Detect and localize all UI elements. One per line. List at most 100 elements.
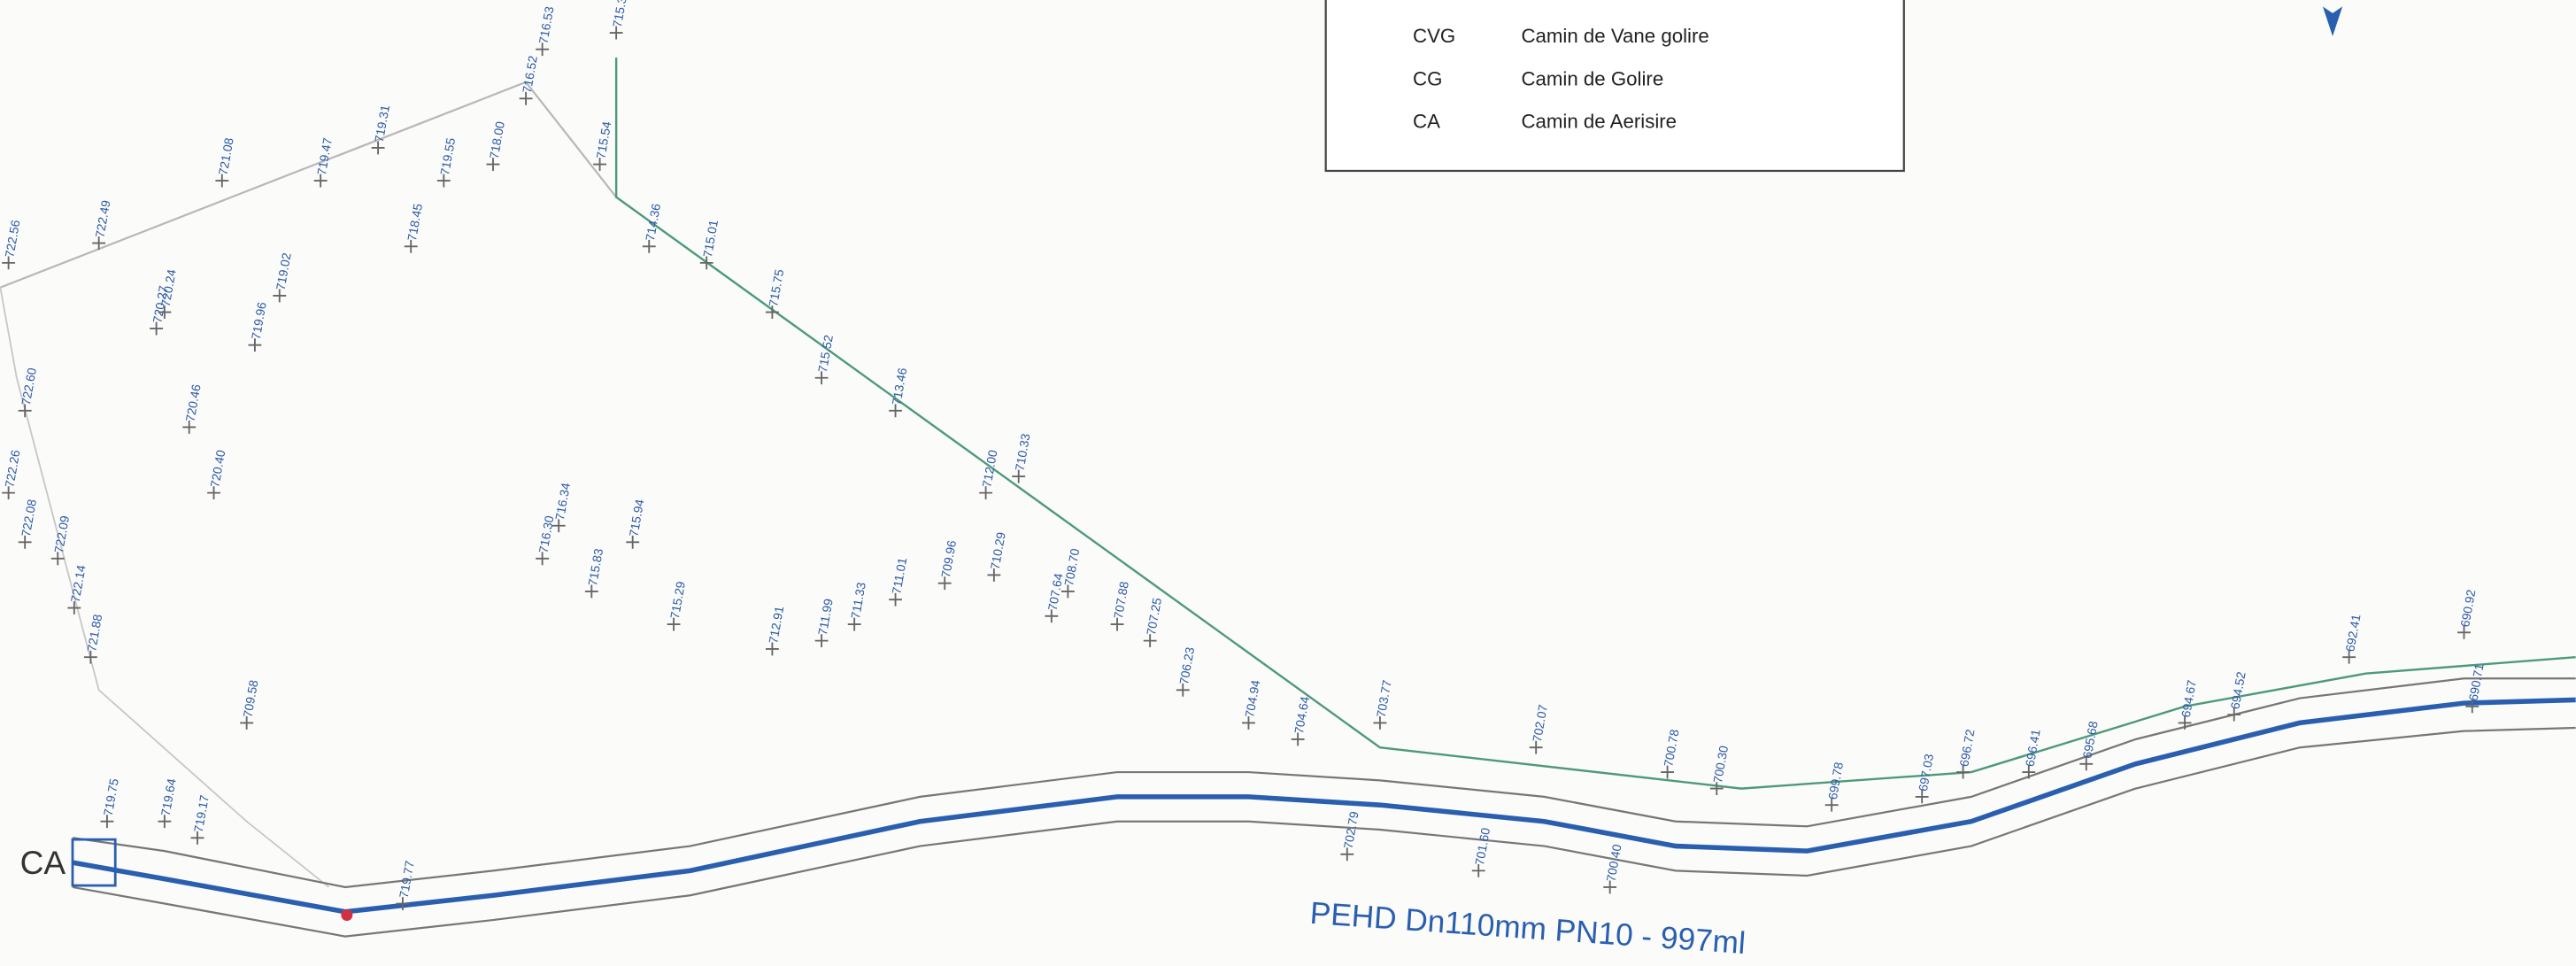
- survey-point: [2079, 757, 2094, 771]
- survey-point: [92, 236, 106, 251]
- survey-point: [404, 239, 418, 253]
- air-chamber: [71, 838, 117, 887]
- boundary: [0, 81, 617, 289]
- boundary: [0, 287, 330, 888]
- survey-point: [207, 486, 220, 500]
- elevation-label: 719.55: [437, 136, 458, 176]
- survey-point: [18, 404, 32, 418]
- survey-point: [2022, 765, 2036, 779]
- elevation-label: 702.79: [1341, 810, 1361, 850]
- survey-point: [987, 568, 1001, 582]
- elevation-label: 722.09: [51, 514, 72, 554]
- elevation-label: 711.99: [815, 598, 836, 637]
- elevation-label: 712.00: [979, 449, 999, 489]
- elevation-label: 715.01: [700, 219, 721, 259]
- ca-label: CA: [20, 844, 66, 881]
- road-limit: [614, 57, 2576, 790]
- elevation-label: 701.60: [1472, 826, 1492, 866]
- elevation-label: 715.54: [593, 120, 613, 160]
- survey-point: [699, 256, 713, 270]
- survey-point: [18, 535, 32, 549]
- water-pipe: [72, 697, 2576, 915]
- survey-point: [215, 174, 229, 188]
- offset-line: [72, 726, 2576, 938]
- survey-point: [2342, 650, 2356, 664]
- elevation-label: 715.75: [766, 268, 786, 308]
- elevation-label: 709.58: [240, 678, 260, 718]
- survey-point: [273, 289, 287, 303]
- survey-point: [1471, 863, 1485, 877]
- survey-point: [50, 552, 65, 566]
- survey-point: [519, 91, 533, 105]
- survey-point: [1143, 634, 1157, 648]
- survey-point: [1956, 765, 1971, 779]
- elevation-label: 720.24: [158, 268, 179, 308]
- survey-point: [609, 26, 623, 40]
- survey-point: [1110, 617, 1124, 631]
- elevation-label: 707.25: [1144, 597, 1164, 637]
- elevation-label: 722.60: [19, 367, 39, 406]
- elevation-label: 710.29: [988, 530, 1008, 570]
- elevation-points: 722.56 722.49 722.60 722.26 722.08 722.09 722.…: [2, 0, 2487, 910]
- elevation-label: 697.03: [1916, 753, 1936, 792]
- elevation-label: 716.30: [536, 514, 556, 554]
- survey-point: [67, 601, 81, 614]
- elevation-label: 709.96: [938, 539, 959, 579]
- survey-point: [1661, 765, 1675, 779]
- survey-point: [436, 174, 451, 188]
- elevation-label: 704.94: [1242, 678, 1262, 718]
- survey-point: [2457, 625, 2471, 639]
- junction: [341, 908, 353, 921]
- survey-point: [1373, 715, 1387, 730]
- survey-point: [814, 371, 829, 385]
- survey-point: [847, 617, 861, 631]
- elevation-label: 707.64: [1045, 572, 1066, 612]
- survey-point: [667, 617, 681, 631]
- survey-point: [1045, 609, 1059, 623]
- survey-point: [1824, 798, 1839, 812]
- legend: CVG Camin de Vane golire CG Camin de Golire…: [1413, 25, 1709, 132]
- elevation-label: 719.17: [191, 793, 212, 833]
- elevation-label: 722.49: [92, 199, 112, 239]
- survey-point: [626, 535, 640, 549]
- elevation-label: 718.00: [487, 120, 507, 160]
- survey-point: [1709, 782, 1724, 796]
- elevation-label: 714.36: [643, 202, 663, 242]
- offset-line: [72, 677, 2576, 889]
- elevation-label: 716.52: [520, 54, 540, 94]
- survey-point: [1012, 469, 1026, 483]
- elevation-label: 704.64: [1292, 695, 1312, 735]
- survey-point: [551, 519, 566, 533]
- elevation-label: 715.83: [585, 547, 605, 587]
- elevation-label: 721.88: [84, 613, 104, 653]
- survey-point: [1915, 790, 1929, 804]
- elevation-label: 690.92: [2457, 588, 2478, 628]
- survey-point: [979, 486, 993, 500]
- legend-code: CG: [1413, 67, 1442, 89]
- elevation-label: 696.41: [2023, 728, 2043, 768]
- survey-point: [2, 256, 16, 270]
- elevation-label: 711.33: [848, 581, 868, 620]
- survey-point: [248, 338, 262, 352]
- elevation-label: 716.34: [552, 482, 573, 522]
- survey-point: [2465, 699, 2480, 714]
- survey-point: [1529, 740, 1543, 754]
- elevation-label: 722.26: [2, 449, 22, 489]
- elevation-label: 707.88: [1111, 580, 1131, 620]
- survey-point: [83, 650, 97, 664]
- legend-code: CVG: [1413, 25, 1455, 47]
- elevation-label: 710.33: [1012, 432, 1032, 472]
- elevation-label: 719.64: [158, 777, 179, 817]
- survey-point: [100, 815, 114, 829]
- legend-label: Camin de Vane golire: [1521, 25, 1708, 47]
- survey-point: [765, 305, 779, 319]
- elevation-label: 719.75: [101, 777, 121, 817]
- survey-point: [240, 715, 254, 730]
- survey-point: [182, 420, 197, 434]
- survey-point: [2178, 715, 2192, 730]
- elevation-label: 713.46: [889, 367, 909, 406]
- elevation-label: 706.23: [1176, 645, 1197, 685]
- survey-point: [1176, 683, 1190, 697]
- legend-label: Camin de Golire: [1521, 67, 1663, 89]
